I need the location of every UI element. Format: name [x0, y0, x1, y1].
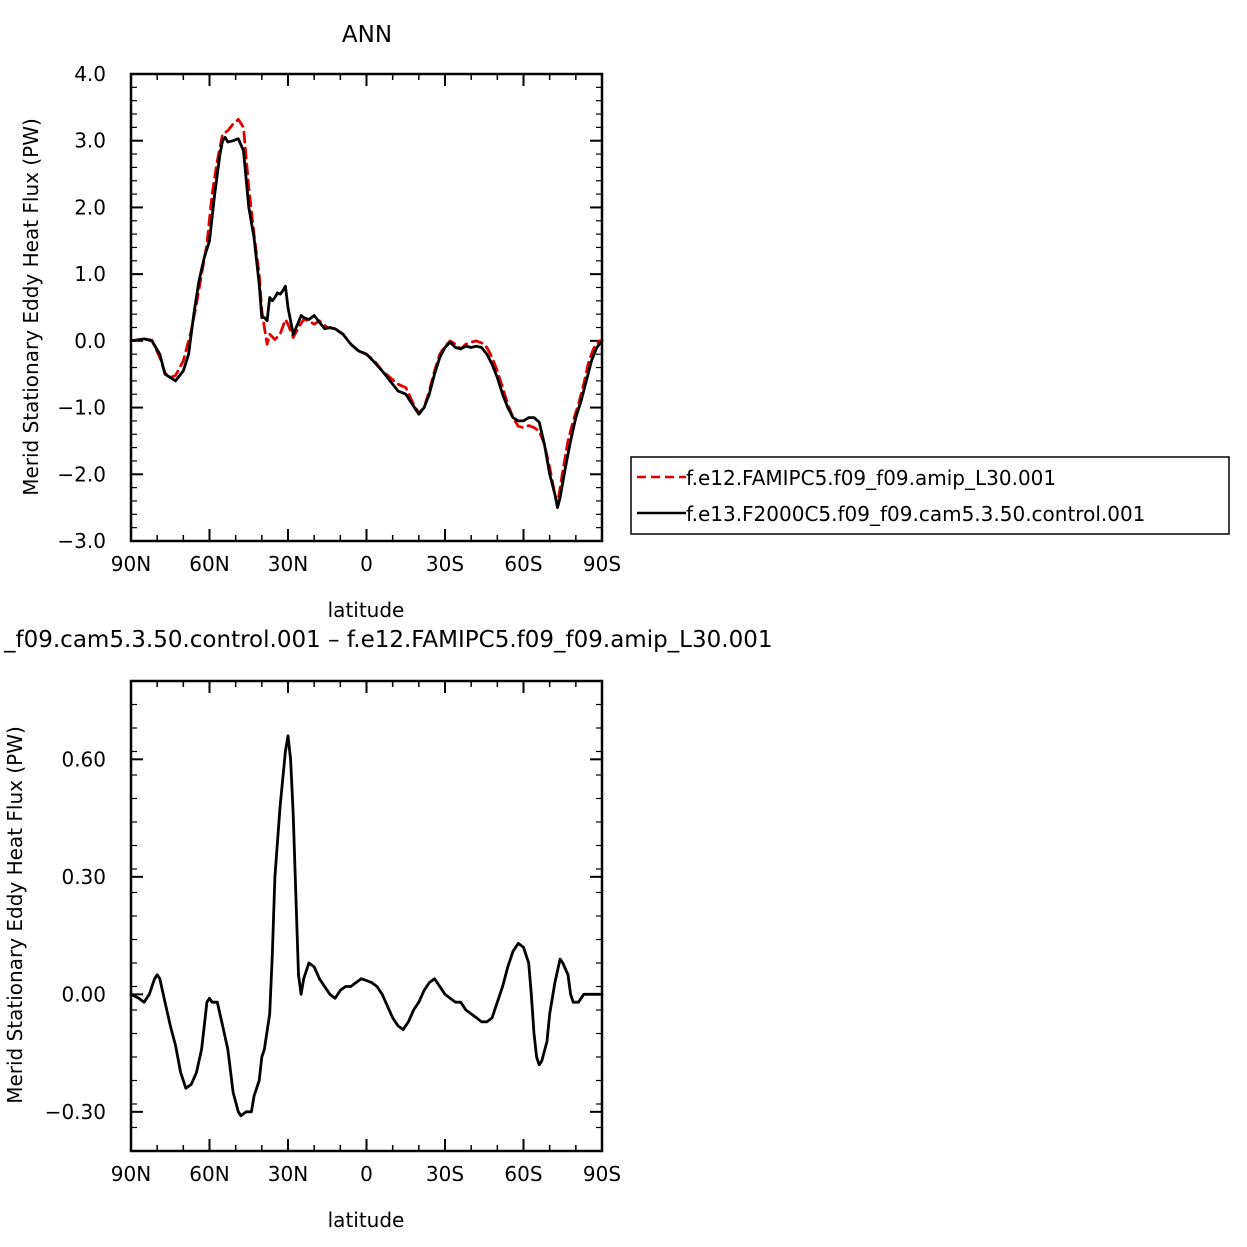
- top-panel-series-line-0: [129, 118, 604, 506]
- legend: f.e12.FAMIPC5.f09_f09.amip_L30.001 f.e13…: [630, 456, 1230, 535]
- top-panel-y-tick-label: 1.0: [74, 262, 106, 286]
- bottom-panel-title: _f09.cam5.3.50.control.001 – f.e12.FAMIP…: [3, 627, 772, 653]
- bottom-panel-x-tick-label: 60S: [504, 1162, 542, 1186]
- bottom-panel-y-tick-label: 0.00: [61, 982, 106, 1006]
- top-panel-x-tick-label: 90S: [583, 552, 621, 576]
- top-panel-y-tick-label: −1.0: [57, 396, 106, 420]
- top-panel-ticks: 90N 60N 30N 0 30S 60S 90S −3.0 −2.0 −1.0 0.0 1.0 2.0…: [57, 62, 621, 576]
- top-panel-x-tick-label: 90N: [111, 552, 151, 576]
- bottom-panel-x-tick-label: 30N: [268, 1162, 308, 1186]
- top-panel-y-tick-label: 4.0: [74, 62, 106, 86]
- top-panel-x-tick-label: 30S: [426, 552, 464, 576]
- bottom-panel-series-line-0: [129, 734, 604, 1118]
- top-panel-series: [129, 118, 604, 509]
- top-panel-x-tick-label: 0: [360, 552, 373, 576]
- top-panel-y-tick-label: 0.0: [74, 329, 106, 353]
- bottom-panel-x-tick-label: 90S: [583, 1162, 621, 1186]
- bottom-panel-x-axis-label: latitude: [328, 1208, 405, 1232]
- bottom-panel-series: [129, 734, 604, 1118]
- top-panel-y-tick-label: −3.0: [57, 529, 106, 553]
- legend-frame: [630, 456, 1230, 535]
- top-panel-x-tick-label: 60S: [504, 552, 542, 576]
- bottom-panel: _f09.cam5.3.50.control.001 – f.e12.FAMIP…: [3, 627, 772, 1232]
- bottom-panel-ticks: 90N 60N 30N 0 30S 60S 90S −0.30 0.00 0.30 0.60: [45, 680, 621, 1186]
- legend-label-amip: f.e12.FAMIPC5.f09_f09.amip_L30.001: [686, 466, 1056, 490]
- top-panel-x-tick-label: 30N: [268, 552, 308, 576]
- bottom-panel-y-tick-label: 0.60: [61, 747, 106, 771]
- bottom-panel-frame: [129, 679, 604, 1153]
- top-panel-y-tick-label: 3.0: [74, 129, 106, 153]
- bottom-panel-x-tick-label: 0: [360, 1162, 373, 1186]
- top-panel-x-axis-label: latitude: [328, 598, 405, 622]
- top-panel-y-axis-label: Merid Stationary Eddy Heat Flux (PW): [19, 118, 43, 496]
- top-panel: ANN Merid Stationary Eddy Heat Flux (PW)…: [19, 22, 1230, 622]
- bottom-panel-y-axis-label: Merid Stationary Eddy Heat Flux (PW): [3, 726, 27, 1104]
- top-panel-y-tick-label: 2.0: [74, 195, 106, 219]
- bottom-panel-y-tick-label: 0.30: [61, 865, 106, 889]
- bottom-panel-x-tick-label: 90N: [111, 1162, 151, 1186]
- top-panel-series-line-1: [129, 136, 604, 509]
- legend-label-control: f.e13.F2000C5.f09_f09.cam5.3.50.control.…: [686, 502, 1145, 526]
- top-panel-x-tick-label: 60N: [189, 552, 229, 576]
- bottom-panel-x-tick-label: 60N: [189, 1162, 229, 1186]
- bottom-panel-x-tick-label: 30S: [426, 1162, 464, 1186]
- top-panel-title: ANN: [342, 22, 392, 48]
- top-panel-y-tick-label: −2.0: [57, 462, 106, 486]
- top-panel-frame: [129, 72, 604, 543]
- bottom-panel-y-tick-label: −0.30: [45, 1100, 106, 1124]
